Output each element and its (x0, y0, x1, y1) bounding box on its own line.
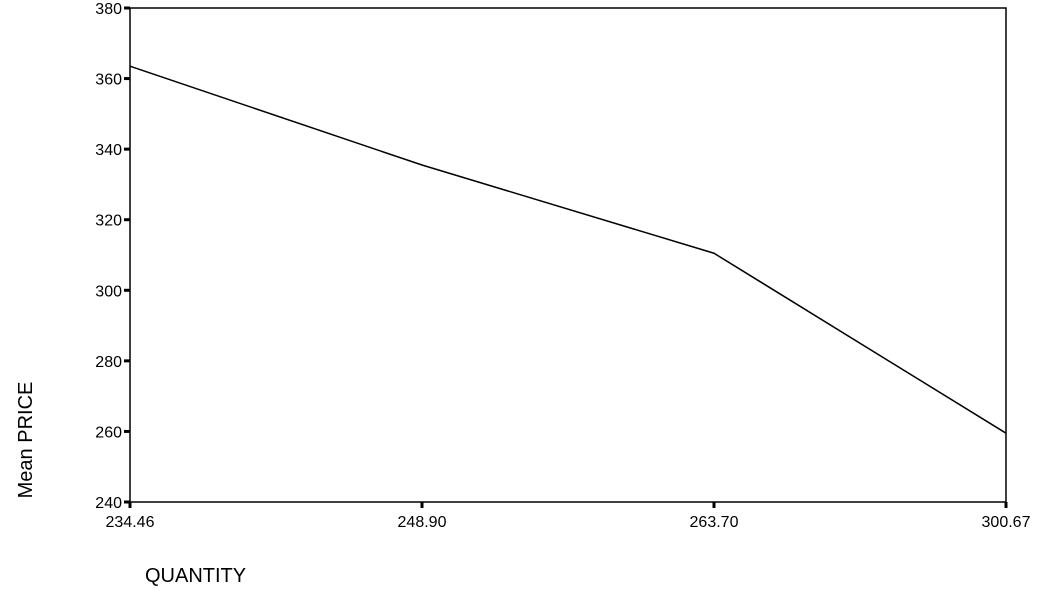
y-tick-label: 320 (95, 213, 122, 230)
x-axis: 234.46 248.90 263.70 300.67 (106, 502, 1031, 531)
y-tick-label: 260 (95, 424, 122, 441)
y-tick-label: 360 (95, 72, 122, 89)
x-tick-label: 300.67 (982, 514, 1031, 531)
x-ticks: 234.46 248.90 263.70 300.67 (106, 502, 1031, 531)
x-tick-label: 263.70 (690, 514, 739, 531)
y-tick-label: 300 (95, 283, 122, 300)
x-axis-title: QUANTITY (145, 565, 246, 587)
y-tick-label: 240 (95, 495, 122, 512)
series-line (129, 65, 1007, 434)
x-tick-label: 234.46 (106, 514, 155, 531)
y-tick-label: 380 (95, 1, 122, 18)
y-axis: 240 260 280 300 320 340 360 380 (95, 1, 130, 512)
y-axis-title: Mean PRICE (15, 382, 37, 499)
y-tick-label: 280 (95, 354, 122, 371)
plot-area-frame (129, 7, 1007, 503)
x-tick-label: 248.90 (398, 514, 447, 531)
series-layer (129, 65, 1007, 434)
y-ticks: 240 260 280 300 320 340 360 380 (95, 1, 130, 512)
y-tick-label: 340 (95, 142, 122, 159)
